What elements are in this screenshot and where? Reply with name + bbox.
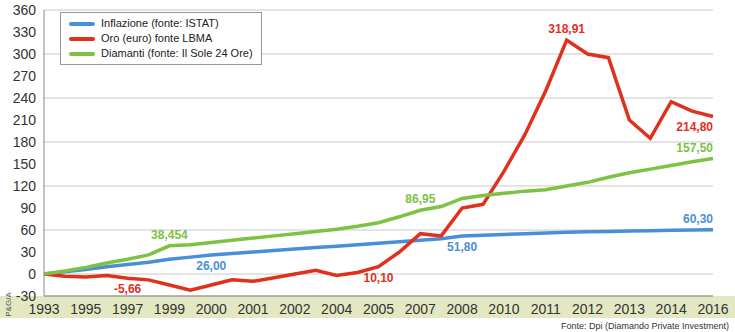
svg-text:270: 270 bbox=[13, 68, 37, 84]
svg-text:157,50: 157,50 bbox=[676, 141, 713, 155]
svg-text:2007: 2007 bbox=[405, 301, 436, 317]
svg-text:1995: 1995 bbox=[70, 301, 101, 317]
svg-text:360: 360 bbox=[13, 2, 37, 18]
svg-text:1999: 1999 bbox=[154, 301, 185, 317]
svg-text:26,00: 26,00 bbox=[196, 259, 226, 273]
svg-text:0: 0 bbox=[28, 266, 36, 282]
svg-text:1993: 1993 bbox=[28, 300, 60, 317]
html-text:Oro (euro) fonte LBMA: Oro (euro) fonte LBMA bbox=[101, 32, 213, 44]
svg-text:38,454: 38,454 bbox=[151, 228, 188, 242]
html-text:Fonte: Dpi (Diamando Private I: Fonte: Dpi (Diamando Private Investment) bbox=[560, 321, 729, 331]
svg-text:90: 90 bbox=[20, 200, 36, 216]
svg-text:2005: 2005 bbox=[363, 301, 394, 317]
svg-text:300: 300 bbox=[13, 46, 37, 62]
svg-text:2014: 2014 bbox=[656, 301, 687, 317]
svg-text:180: 180 bbox=[13, 134, 37, 150]
svg-text:-30: -30 bbox=[16, 288, 36, 304]
svg-text:2004: 2004 bbox=[321, 301, 352, 317]
svg-text:330: 330 bbox=[13, 24, 37, 40]
svg-text:2016: 2016 bbox=[697, 301, 728, 317]
svg-text:210: 210 bbox=[13, 112, 37, 128]
svg-text:60,30: 60,30 bbox=[683, 212, 713, 226]
svg-text:318,91: 318,91 bbox=[548, 22, 585, 36]
svg-text:2012: 2012 bbox=[572, 301, 603, 317]
svg-text:2008: 2008 bbox=[447, 301, 478, 317]
svg-text:240: 240 bbox=[13, 90, 37, 106]
svg-text:2002: 2002 bbox=[279, 301, 310, 317]
svg-text:-5,66: -5,66 bbox=[114, 282, 142, 296]
html-text:Inflazione (fonte: ISTAT): Inflazione (fonte: ISTAT) bbox=[101, 17, 219, 29]
svg-text:2013: 2013 bbox=[614, 301, 645, 317]
svg-text:1997: 1997 bbox=[112, 301, 143, 317]
svg-text:10,10: 10,10 bbox=[363, 271, 393, 285]
svg-text:2000: 2000 bbox=[196, 301, 227, 317]
html-text:P&G/A: P&G/A bbox=[3, 292, 13, 317]
svg-text:214,80: 214,80 bbox=[676, 120, 713, 134]
svg-text:2010: 2010 bbox=[488, 301, 519, 317]
html-text:Diamanti (fonte: Il Sole 24 Or: Diamanti (fonte: Il Sole 24 Ore) bbox=[101, 47, 253, 59]
svg-text:60: 60 bbox=[20, 222, 36, 238]
svg-text:120: 120 bbox=[13, 178, 37, 194]
svg-text:2001: 2001 bbox=[237, 301, 268, 317]
svg-text:51,80: 51,80 bbox=[447, 240, 477, 254]
svg-text:150: 150 bbox=[13, 156, 37, 172]
svg-text:30: 30 bbox=[20, 244, 36, 260]
svg-text:2011: 2011 bbox=[531, 301, 561, 317]
svg-text:86,95: 86,95 bbox=[405, 192, 435, 206]
